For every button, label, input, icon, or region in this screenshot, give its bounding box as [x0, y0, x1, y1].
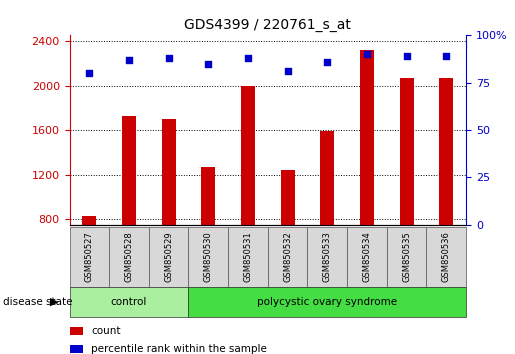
Bar [281, 170, 295, 225]
Point [403, 53, 411, 59]
Text: percentile rank within the sample: percentile rank within the sample [91, 344, 267, 354]
Text: ▶: ▶ [50, 297, 58, 307]
Bar [360, 50, 374, 225]
Title: GDS4399 / 220761_s_at: GDS4399 / 220761_s_at [184, 18, 351, 32]
Text: count: count [91, 326, 121, 336]
Bar [70, 227, 109, 287]
Bar [228, 227, 268, 287]
Bar [426, 227, 466, 287]
Text: GSM850535: GSM850535 [402, 231, 411, 282]
Point [244, 55, 252, 61]
Point [283, 69, 291, 74]
Text: GSM850532: GSM850532 [283, 231, 292, 282]
Text: GSM850533: GSM850533 [323, 231, 332, 282]
Bar [400, 78, 414, 225]
Bar [122, 116, 136, 225]
Bar [268, 227, 307, 287]
Text: disease state: disease state [3, 297, 72, 307]
Point [204, 61, 212, 67]
Bar [188, 227, 228, 287]
Bar [188, 287, 466, 317]
Point [165, 55, 173, 61]
Bar [70, 327, 83, 335]
Text: GSM850527: GSM850527 [85, 231, 94, 282]
Bar [82, 216, 96, 225]
Text: GSM850528: GSM850528 [125, 231, 133, 282]
Point [442, 53, 450, 59]
Bar [201, 167, 215, 225]
Text: GSM850531: GSM850531 [244, 231, 252, 282]
Bar [439, 78, 453, 225]
Point [85, 70, 94, 76]
Text: polycystic ovary syndrome: polycystic ovary syndrome [257, 297, 398, 307]
Point [125, 57, 133, 63]
Bar [70, 287, 188, 317]
Bar [347, 227, 387, 287]
Bar [320, 131, 334, 225]
Bar [307, 227, 347, 287]
Text: GSM850534: GSM850534 [363, 231, 371, 282]
Bar [109, 227, 149, 287]
Point [363, 51, 371, 57]
Point [323, 59, 332, 65]
Bar [387, 227, 426, 287]
Bar [70, 346, 83, 353]
Text: GSM850529: GSM850529 [164, 231, 173, 282]
Text: GSM850536: GSM850536 [442, 231, 451, 282]
Bar [149, 227, 188, 287]
Text: control: control [111, 297, 147, 307]
Text: GSM850530: GSM850530 [204, 231, 213, 282]
Bar [162, 119, 176, 225]
Bar [241, 86, 255, 225]
